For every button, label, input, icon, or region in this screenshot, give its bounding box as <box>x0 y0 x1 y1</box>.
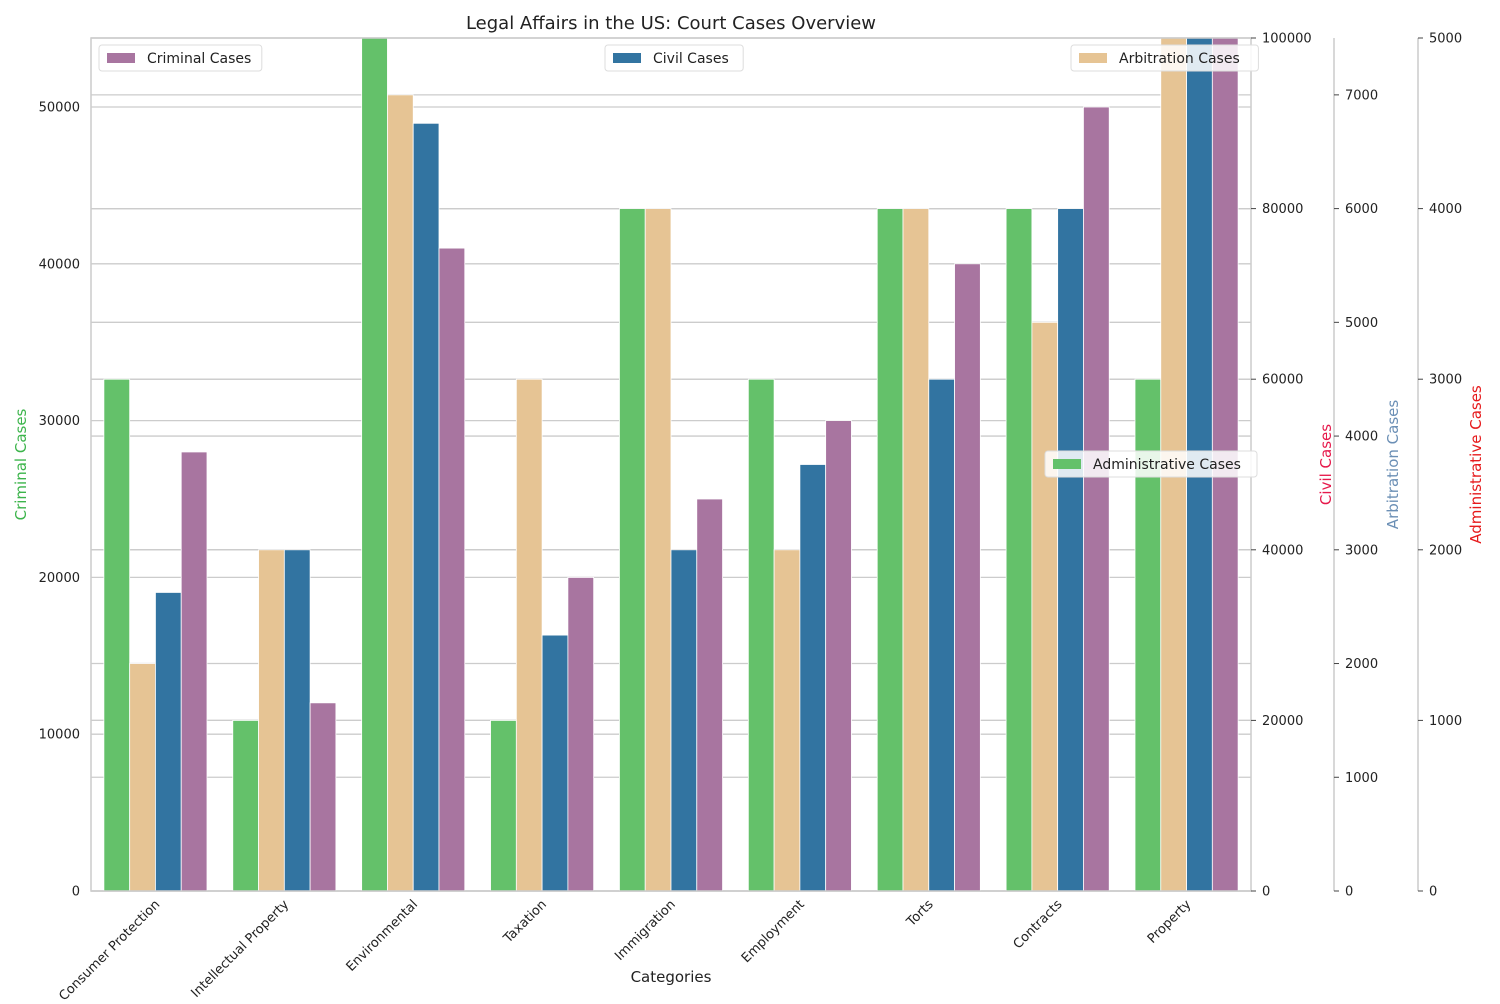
y2-tick-label: 60000 <box>1262 373 1303 388</box>
y1-axis-label: Criminal Cases <box>12 408 30 520</box>
bar-civil-cases-torts <box>928 378 955 892</box>
x-tick-label-property: Property <box>1145 897 1195 947</box>
y1-tick-label: 30000 <box>39 414 80 429</box>
x-tick-label-intellectual-property: Intellectual Property <box>189 897 293 1000</box>
bar-administrative-cases-contracts <box>1005 208 1033 892</box>
bars-layer <box>103 37 1239 892</box>
x-tick-label-environmental: Environmental <box>344 897 421 974</box>
bar-criminal-cases-torts <box>954 263 981 892</box>
legend-swatch <box>1053 459 1081 469</box>
bar-criminal-cases-employment <box>825 420 852 892</box>
legend-swatch <box>107 53 135 63</box>
legend-label: Arbitration Cases <box>1119 51 1240 67</box>
y3-tick-label: 2000 <box>1345 657 1378 672</box>
y4-tick-label: 3000 <box>1429 373 1462 388</box>
bar-criminal-cases-environmental <box>438 247 466 892</box>
y4-tick-label: 5000 <box>1429 32 1462 47</box>
y2-tick-label: 100000 <box>1262 32 1312 47</box>
bar-arbitration-cases-consumer-protection <box>129 663 156 892</box>
x-axis-label: Categories <box>631 968 712 986</box>
x-tick-label-consumer-protection: Consumer Protection <box>56 897 163 1000</box>
bar-criminal-cases-immigration <box>696 498 723 892</box>
y2-tick-label: 0 <box>1262 885 1270 900</box>
bar-administrative-cases-taxation <box>490 720 517 892</box>
legend-box <box>98 44 263 72</box>
legend-label: Criminal Cases <box>147 51 251 67</box>
legend-box <box>604 44 744 72</box>
bar-civil-cases-immigration <box>670 549 698 892</box>
bar-criminal-cases-taxation <box>567 576 595 892</box>
y4-tick-label: 0 <box>1429 885 1437 900</box>
y3-tick-label: 0 <box>1345 885 1353 900</box>
bar-criminal-cases-consumer-protection <box>180 451 208 892</box>
legend-criminal-cases: Criminal Cases <box>98 44 263 72</box>
y3-tick-label: 4000 <box>1345 430 1378 445</box>
legend-civil-cases: Civil Cases <box>604 44 744 72</box>
bar-administrative-cases-intellectual-property <box>232 720 259 892</box>
y1-tick-label: 50000 <box>39 100 80 115</box>
bar-criminal-cases-intellectual-property <box>309 702 337 892</box>
bar-arbitration-cases-intellectual-property <box>258 549 285 892</box>
bar-civil-cases-consumer-protection <box>155 592 182 892</box>
bar-civil-cases-intellectual-property <box>283 549 311 892</box>
legend-administrative-cases: Administrative Cases <box>1044 450 1258 478</box>
y4-tick-label: 2000 <box>1429 543 1462 558</box>
y3-tick-label: 6000 <box>1345 202 1378 217</box>
y2-tick-label: 40000 <box>1262 543 1303 558</box>
bar-civil-cases-environmental <box>412 122 440 892</box>
y1-tick-label: 40000 <box>39 257 80 272</box>
x-tick-label-taxation: Taxation <box>500 897 550 947</box>
bar-criminal-cases-contracts <box>1083 106 1110 892</box>
x-tick-label-immigration: Immigration <box>612 897 679 964</box>
y3-tick-label: 3000 <box>1345 543 1378 558</box>
y1-tick-label: 10000 <box>39 728 80 743</box>
y3-axis-label: Arbitration Cases <box>1384 400 1402 530</box>
y1-tick-label: 20000 <box>39 571 80 586</box>
bar-arbitration-cases-employment <box>773 549 801 892</box>
x-tick-label-employment: Employment <box>739 897 808 966</box>
bar-arbitration-cases-contracts <box>1031 321 1059 892</box>
legend-box <box>1044 450 1258 478</box>
legend-arbitration-cases: Arbitration Cases <box>1070 44 1259 72</box>
y2-tick-label: 20000 <box>1262 714 1303 729</box>
y1-tick-label: 0 <box>72 885 80 900</box>
y3-tick-label: 5000 <box>1345 316 1378 331</box>
bar-arbitration-cases-taxation <box>515 378 543 892</box>
legend-layer: Criminal Cases Civil Cases Arbitration Cas… <box>98 44 1259 478</box>
chart-title: Legal Affairs in the US: Court Cases Ove… <box>466 13 876 34</box>
legend-label: Civil Cases <box>653 51 729 67</box>
bar-arbitration-cases-immigration <box>644 208 672 892</box>
bar-administrative-cases-torts <box>876 208 904 892</box>
x-tick-label-torts: Torts <box>903 897 936 930</box>
y4-tick-label: 1000 <box>1429 714 1462 729</box>
x-tick-label-contracts: Contracts <box>1011 897 1066 952</box>
bar-civil-cases-taxation <box>541 634 569 892</box>
legend-swatch <box>613 53 641 63</box>
y3-tick-label: 1000 <box>1345 771 1378 786</box>
y4-tick-label: 4000 <box>1429 202 1462 217</box>
bar-arbitration-cases-environmental <box>387 94 414 892</box>
bar-arbitration-cases-torts <box>902 208 930 892</box>
bar-administrative-cases-employment <box>747 378 775 892</box>
y3-tick-label: 7000 <box>1345 88 1378 103</box>
bar-administrative-cases-environmental <box>361 37 388 892</box>
bar-civil-cases-contracts <box>1057 208 1084 892</box>
y2-axis-label: Civil Cases <box>1317 424 1335 505</box>
y4-axis-label: Administrative Cases <box>1467 385 1485 544</box>
bar-administrative-cases-consumer-protection <box>103 378 131 892</box>
bar-civil-cases-employment <box>799 464 827 892</box>
legend-label: Administrative Cases <box>1093 457 1241 473</box>
bar-administrative-cases-immigration <box>619 208 646 892</box>
legend-swatch <box>1079 53 1107 63</box>
legend-box <box>1070 44 1259 72</box>
y2-tick-label: 80000 <box>1262 202 1303 217</box>
